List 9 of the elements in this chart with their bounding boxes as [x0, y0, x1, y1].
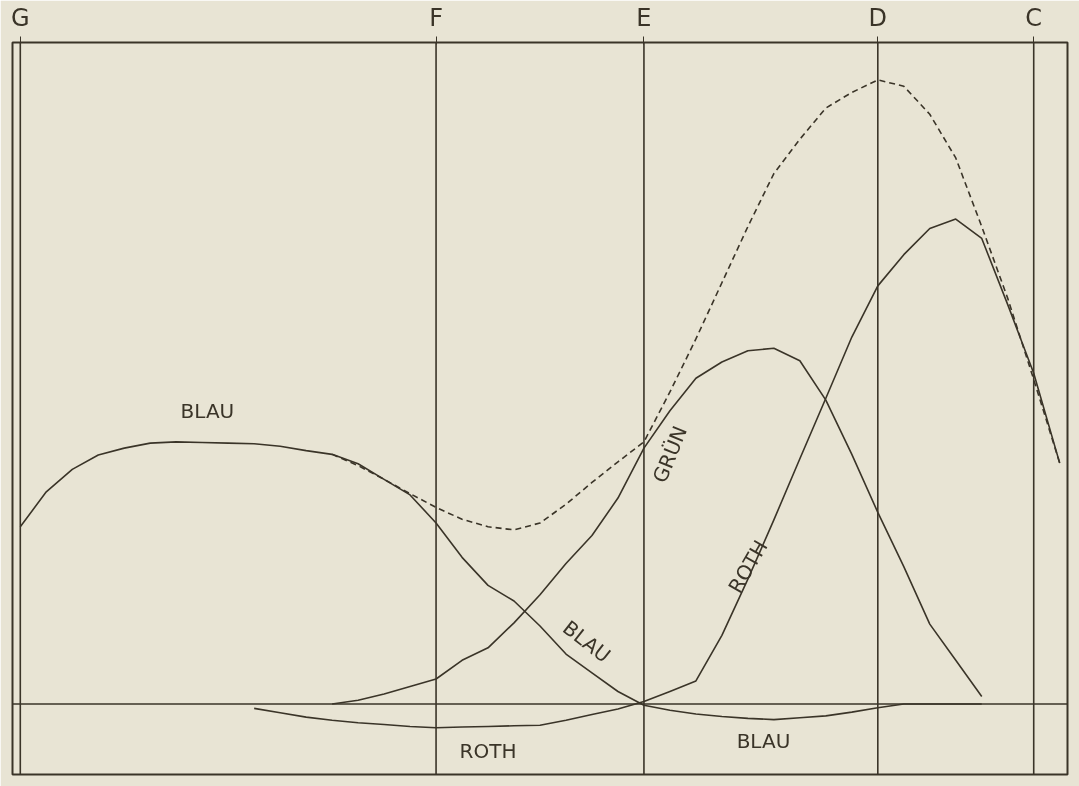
annotation: GRÜN	[647, 422, 693, 487]
x-tick-label: D	[868, 3, 888, 32]
x-tick-label: E	[636, 3, 652, 32]
x-tick-label: C	[1025, 3, 1043, 32]
annotation: BLAU	[180, 398, 235, 423]
text: ROTH	[459, 738, 517, 763]
text: BLAU	[736, 729, 791, 754]
x-tick-label: F	[429, 3, 443, 32]
x-tick-label: G	[11, 3, 30, 32]
